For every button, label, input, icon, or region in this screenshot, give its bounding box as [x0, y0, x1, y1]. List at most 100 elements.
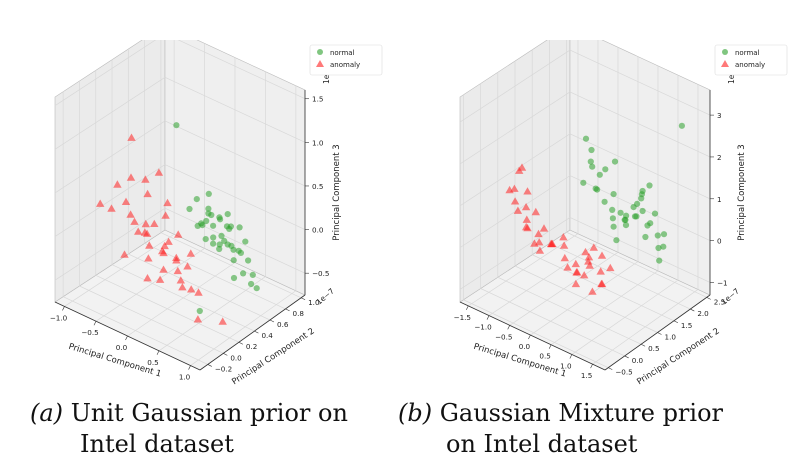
grid-line-z-left	[54, 164, 166, 237]
grid-line-x-floor	[95, 248, 205, 322]
point-normal	[230, 274, 238, 282]
point-anomaly	[563, 263, 572, 271]
grid-line-z-back	[569, 133, 711, 200]
y-tick-mark	[608, 367, 613, 370]
point-normal	[210, 222, 217, 229]
point-anomaly	[535, 238, 544, 246]
point-anomaly	[510, 184, 519, 192]
grid-line-z-left	[54, 77, 166, 150]
caption-a-label: (a)	[30, 399, 64, 427]
x-tick-mark	[62, 306, 65, 311]
point-normal	[196, 307, 203, 315]
point-anomaly	[107, 204, 116, 212]
point-anomaly	[505, 185, 514, 194]
point-normal	[651, 210, 659, 217]
x-tick-mark	[156, 350, 160, 355]
y-tick-mark	[269, 319, 275, 323]
x-tick-label: −1.0	[474, 323, 492, 332]
point-normal	[203, 217, 210, 225]
grid-lines	[54, 40, 306, 366]
grid-lines	[459, 40, 711, 368]
point-anomaly	[523, 187, 532, 195]
point-anomaly	[218, 317, 227, 325]
x-tick-label: 1.0	[560, 361, 572, 370]
point-anomaly	[164, 237, 173, 245]
point-anomaly	[571, 279, 581, 288]
y-tick-label: 2.0	[697, 309, 709, 318]
grid-line-y-floor	[532, 254, 675, 322]
scatter-3d-chart-b: −1.5−1.0−0.50.00.51.01.5 −0.50.00.51.01.5…	[454, 40, 788, 387]
point-anomaly	[559, 233, 568, 241]
data-points	[96, 122, 260, 325]
point-normal	[173, 122, 180, 129]
x-tick-mark	[548, 344, 552, 349]
grid-line-z-back	[164, 120, 306, 187]
point-normal	[202, 236, 209, 243]
legend-label-normal: normal	[735, 49, 760, 57]
point-normal	[639, 187, 646, 195]
z-axis-label: Principal Component 3	[737, 144, 747, 240]
y-tick-label: 0.0	[632, 356, 644, 365]
point-normal	[601, 198, 608, 205]
caption-b-line2: on Intel dataset	[446, 430, 638, 458]
grid-line-y-floor	[514, 265, 658, 333]
point-anomaly	[580, 271, 589, 279]
point-anomaly	[606, 263, 615, 272]
series-normal	[580, 122, 685, 264]
point-anomaly	[159, 248, 168, 257]
legend: normal anomaly	[309, 44, 383, 76]
point-anomaly	[193, 315, 203, 323]
y-tick-label: 2.5	[714, 297, 725, 306]
point-anomaly	[194, 288, 203, 296]
y-scale-label: 1e−7	[720, 286, 742, 306]
point-normal	[210, 234, 217, 241]
y-tick-label: −0.2	[215, 364, 232, 373]
point-anomaly	[585, 261, 594, 269]
point-anomaly	[161, 211, 170, 219]
z-tick-label: 1.0	[312, 138, 324, 147]
point-normal	[242, 238, 249, 245]
grid-line-z-back	[164, 77, 306, 143]
y-tick-label: 1.0	[665, 333, 677, 342]
point-anomaly	[120, 250, 129, 258]
legend-label-anomaly: anomaly	[330, 61, 360, 69]
legend-label-normal: normal	[330, 49, 355, 57]
x-tick-label: 1.0	[179, 373, 191, 382]
y-axis-line	[199, 294, 306, 371]
point-anomaly	[141, 175, 150, 183]
point-normal	[654, 232, 661, 239]
y-tick-label: 1.5	[681, 321, 692, 330]
point-normal	[230, 257, 237, 264]
x-tick-mark	[486, 315, 490, 320]
y-scale-label: 1e−7	[315, 286, 337, 306]
point-normal	[240, 270, 247, 277]
point-anomaly	[589, 243, 598, 251]
grid-line-y-floor	[79, 285, 224, 354]
caption-a-line1: Unit Gaussian prior on	[70, 399, 348, 427]
point-normal	[582, 135, 590, 142]
point-anomaly	[130, 217, 139, 225]
point-normal	[580, 179, 587, 186]
point-normal	[656, 257, 663, 264]
y-tick-mark	[624, 355, 629, 359]
point-normal	[644, 222, 651, 229]
point-anomaly	[534, 229, 543, 238]
z-tick-label: 3	[717, 111, 722, 120]
grid-line-z-back	[569, 217, 711, 283]
point-anomaly	[186, 249, 195, 257]
y-tick-label: 0.4	[261, 331, 273, 340]
point-anomaly	[127, 133, 136, 141]
point-normal	[613, 237, 620, 244]
point-anomaly	[530, 239, 539, 247]
point-normal	[660, 243, 667, 250]
point-anomaly	[187, 285, 196, 293]
x-tick-mark	[188, 365, 191, 370]
point-anomaly	[159, 265, 168, 273]
point-normal	[633, 213, 640, 220]
point-normal	[611, 158, 619, 165]
point-anomaly	[522, 215, 531, 223]
point-anomaly	[176, 276, 185, 284]
point-normal	[245, 257, 252, 264]
grid-line-x-floor	[190, 290, 297, 366]
legend-label-anomaly: anomaly	[735, 61, 765, 69]
